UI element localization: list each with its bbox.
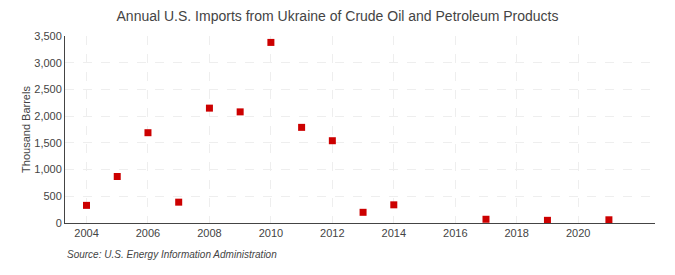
svg-text:2,000: 2,000 <box>34 110 62 122</box>
svg-text:2014: 2014 <box>382 227 406 239</box>
svg-text:2008: 2008 <box>197 227 221 239</box>
svg-text:1,500: 1,500 <box>34 137 62 149</box>
svg-text:Annual U.S. Imports from Ukrai: Annual U.S. Imports from Ukraine of Crud… <box>117 8 559 24</box>
svg-text:Source: U.S. Energy Informatio: Source: U.S. Energy Information Administ… <box>67 249 277 260</box>
svg-text:3,000: 3,000 <box>34 57 62 69</box>
svg-text:2020: 2020 <box>566 227 590 239</box>
svg-text:0: 0 <box>56 217 62 229</box>
svg-text:500: 500 <box>43 190 61 202</box>
svg-text:3,500: 3,500 <box>34 30 62 42</box>
svg-text:2012: 2012 <box>320 227 344 239</box>
svg-text:2016: 2016 <box>443 227 467 239</box>
svg-text:Thousand Barrels: Thousand Barrels <box>20 86 32 173</box>
svg-text:2004: 2004 <box>74 227 98 239</box>
svg-text:2010: 2010 <box>259 227 283 239</box>
svg-text:2,500: 2,500 <box>34 83 62 95</box>
svg-text:2006: 2006 <box>136 227 160 239</box>
svg-text:2018: 2018 <box>504 227 528 239</box>
svg-text:1,000: 1,000 <box>34 163 62 175</box>
